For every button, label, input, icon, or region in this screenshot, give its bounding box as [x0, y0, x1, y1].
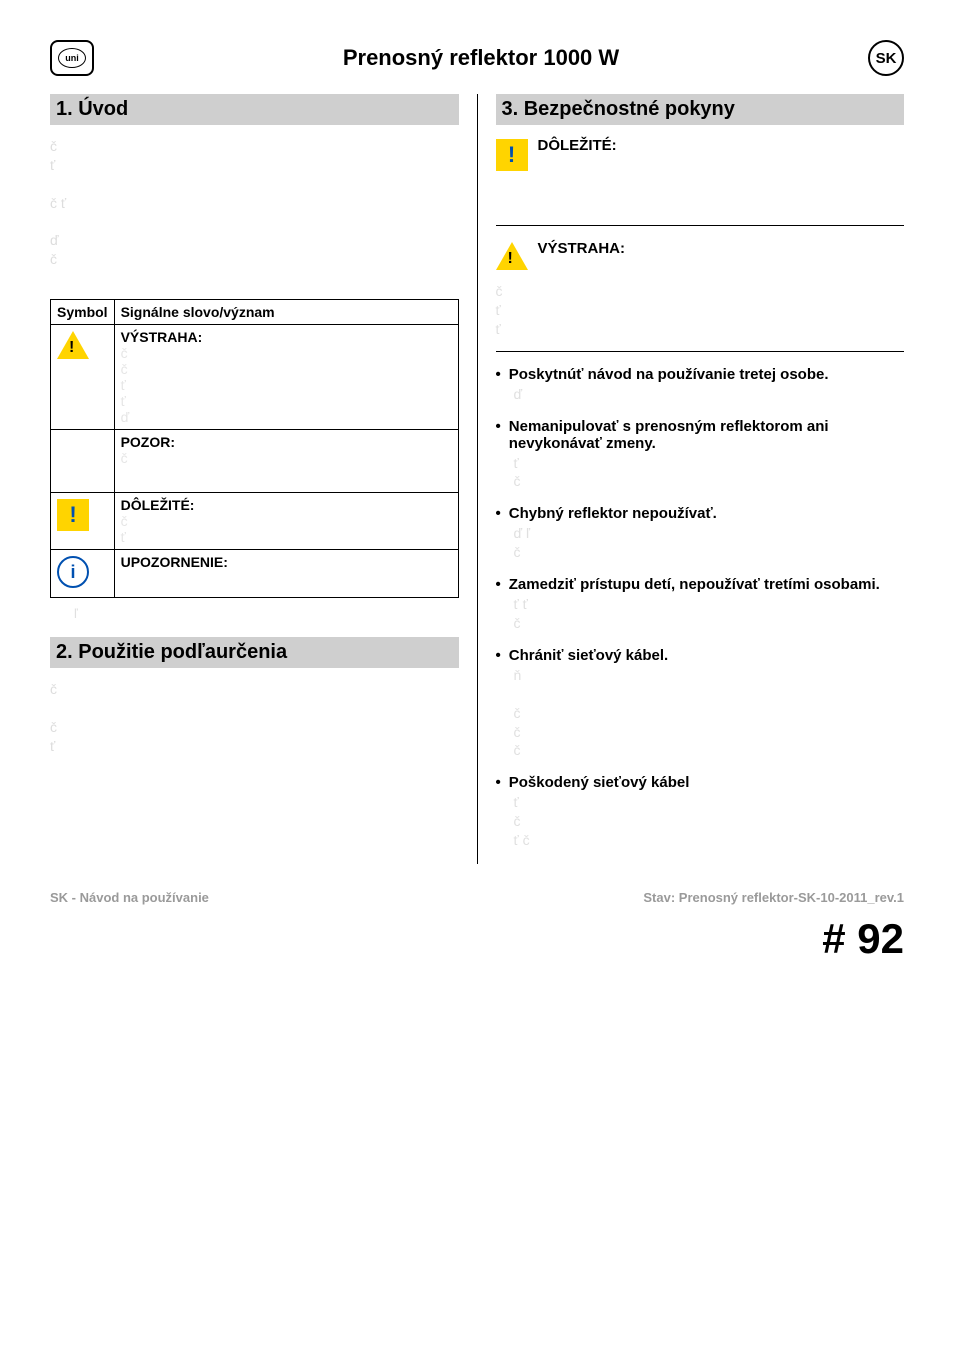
divider	[496, 225, 905, 226]
brand-logo: uni	[50, 40, 94, 76]
important-square-icon	[57, 499, 89, 531]
safety-item-body: ď	[496, 385, 905, 404]
safety-item-body: ť č	[496, 454, 905, 492]
safety-item-lead-text: Zamedziť prístupu detí, nepoužívať tretí…	[509, 576, 880, 593]
table-row: DÔLEŽITÉ: č ť	[51, 493, 459, 550]
safety-item: •Nemanipulovať s prenosným reflektorom a…	[496, 418, 905, 492]
safety-item-body: ď ľ č	[496, 524, 905, 562]
row3-strong: DÔLEŽITÉ:	[121, 497, 452, 513]
row3-faint: č ť	[121, 513, 128, 545]
row1-faint: č č ť ť ď	[121, 345, 130, 425]
section-2-body: č č ť	[50, 680, 459, 830]
safety-item-lead-text: Chybný reflektor nepoužívať.	[509, 505, 717, 522]
important-label: DÔLEŽITÉ:	[538, 137, 617, 154]
warning-body: č ť ť	[496, 282, 905, 339]
important-callout: DÔLEŽITÉ:	[496, 137, 905, 173]
safety-item-lead: • Zamedziť prístupu detí, nepoužívať tret…	[496, 576, 905, 593]
right-column: 3. Bezpečnostné pokyny DÔLEŽITÉ: VÝSTRAH…	[478, 94, 905, 864]
note-icon-cell	[51, 550, 115, 598]
warning-callout: VÝSTRAHA:	[496, 240, 905, 272]
section-1-heading: 1. Úvod	[50, 94, 459, 125]
language-badge: SK	[868, 40, 904, 76]
safety-item: • Poskytnúť návod na používanie tretej os…	[496, 366, 905, 404]
footer-left: SK - Návod na používanie	[50, 890, 209, 905]
page-footer: SK - Návod na používanie Stav: Prenosný …	[50, 890, 904, 905]
symbol-table: Symbol Signálne slovo/význam VÝSTRAHA: č…	[50, 299, 459, 598]
footer-right: Stav: Prenosný reflektor-SK-10-2011_rev.…	[643, 890, 904, 905]
bullet-icon: •	[496, 576, 501, 593]
row2-strong: POZOR:	[121, 434, 452, 450]
row4-strong: UPOZORNENIE:	[121, 554, 452, 570]
row1-strong: VÝSTRAHA:	[121, 329, 452, 345]
bullet-icon: •	[496, 505, 501, 522]
divider	[496, 351, 905, 352]
warning-triangle-icon	[496, 242, 528, 270]
table-row: POZOR: č	[51, 430, 459, 493]
note-meaning: UPOZORNENIE:	[114, 550, 458, 598]
section-3-heading: 3. Bezpečnostné pokyny	[496, 94, 905, 125]
row2-faint: č	[121, 450, 452, 488]
safety-item-lead-text: Poškodený sieťový kábel	[509, 774, 690, 791]
table-row: UPOZORNENIE:	[51, 550, 459, 598]
warning-icon-cell	[51, 325, 115, 430]
bullet-icon: •	[496, 418, 501, 452]
important-body	[496, 183, 905, 213]
page-header: uni Prenosný reflektor 1000 W SK	[50, 40, 904, 76]
warning-meaning: VÝSTRAHA: č č ť ť ď	[114, 325, 458, 430]
safety-item-body: ň č č č	[496, 666, 905, 760]
safety-item-lead: • Chrániť sieťový kábel.	[496, 647, 905, 664]
document-title: Prenosný reflektor 1000 W	[94, 45, 868, 71]
safety-item-lead: • Poskytnúť návod na používanie tretej os…	[496, 366, 905, 383]
bullet-icon: •	[496, 647, 501, 664]
table-row: VÝSTRAHA: č č ť ť ď	[51, 325, 459, 430]
safety-item: • Zamedziť prístupu detí, nepoužívať tret…	[496, 576, 905, 633]
safety-item-lead-text: Nemanipulovať s prenosným reflektorom an…	[509, 418, 904, 452]
table-footnote: ľ	[50, 606, 459, 621]
left-column: 1. Úvod č ť č ť ď č Symbol Signálne slov…	[50, 94, 478, 864]
safety-item-lead-text: Poskytnúť návod na používanie tretej oso…	[509, 366, 829, 383]
important-icon-cell	[51, 493, 115, 550]
safety-item-body: ť ť č	[496, 595, 905, 633]
safety-item: • Chrániť sieťový kábel. ň č č č	[496, 647, 905, 760]
important-meaning: DÔLEŽITÉ: č ť	[114, 493, 458, 550]
th-symbol: Symbol	[51, 300, 115, 325]
safety-item-lead: • Chybný reflektor nepoužívať.	[496, 505, 905, 522]
table-header-row: Symbol Signálne slovo/význam	[51, 300, 459, 325]
bullet-icon: •	[496, 774, 501, 791]
important-square-icon	[496, 139, 528, 171]
safety-item-lead: •Nemanipulovať s prenosným reflektorom a…	[496, 418, 905, 452]
safety-list: • Poskytnúť návod na používanie tretej os…	[496, 366, 905, 850]
note-circle-icon	[57, 556, 89, 588]
brand-logo-text: uni	[58, 48, 86, 68]
safety-item-lead: • Poškodený sieťový kábel	[496, 774, 905, 791]
page-number: # 92	[50, 915, 904, 963]
caution-meaning: POZOR: č	[114, 430, 458, 493]
section-1-body: č ť č ť ď č	[50, 137, 459, 287]
warning-triangle-icon	[57, 331, 89, 359]
section-2-heading: 2. Použitie podľaurčenia	[50, 637, 459, 668]
content-columns: 1. Úvod č ť č ť ď č Symbol Signálne slov…	[50, 94, 904, 864]
safety-item-body: ť č ť č	[496, 793, 905, 850]
caution-icon-cell	[51, 430, 115, 493]
th-meaning: Signálne slovo/význam	[114, 300, 458, 325]
safety-item: • Poškodený sieťový kábel ť č ť č	[496, 774, 905, 850]
warning-label: VÝSTRAHA:	[538, 240, 626, 257]
safety-item: • Chybný reflektor nepoužívať. ď ľ č	[496, 505, 905, 562]
bullet-icon: •	[496, 366, 501, 383]
safety-item-lead-text: Chrániť sieťový kábel.	[509, 647, 668, 664]
